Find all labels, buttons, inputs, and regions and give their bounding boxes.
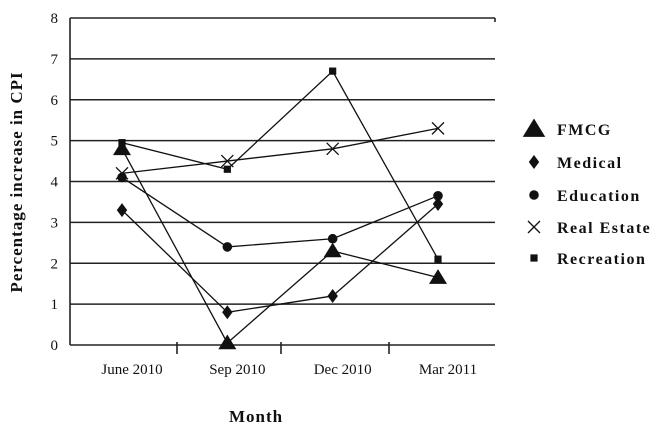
- legend-label-medical: Medical: [557, 155, 623, 172]
- legend-label-education: Education: [557, 188, 641, 205]
- legend-marker-real-estate: [527, 220, 541, 234]
- series-real-estate: [115, 121, 445, 180]
- y-tick-label-1: 1: [51, 297, 59, 313]
- legend-marker-education: [529, 190, 539, 200]
- point-real-estate-4: [431, 121, 445, 135]
- legend: FMCG Medical Education Real Estate Recreatio…: [522, 118, 651, 268]
- point-real-estate-3: [326, 142, 340, 156]
- point-recreation-1: [118, 139, 126, 147]
- legend-item-fmcg: FMCG: [522, 118, 612, 139]
- y-tick-label-0: 0: [51, 338, 59, 354]
- series-fmcg: [113, 140, 447, 350]
- point-medical-2: [222, 305, 233, 320]
- y-tick-labels: 0 1 2 3 4 5 6 7 8: [51, 11, 59, 354]
- point-medical-1: [116, 203, 128, 218]
- series-group: [113, 67, 447, 350]
- y-tick-label-2: 2: [51, 256, 59, 272]
- x-axis-title: Month: [229, 407, 283, 426]
- grid: [70, 17, 495, 305]
- legend-item-medical: Medical: [528, 155, 623, 172]
- legend-label-fmcg: FMCG: [557, 122, 612, 139]
- point-fmcg-3: [323, 242, 342, 258]
- legend-item-real-estate: Real Estate: [527, 220, 651, 237]
- x-tick-labels: June 2010 Sep 2010 Dec 2010 Mar 2011: [101, 362, 477, 378]
- point-fmcg-4: [429, 269, 447, 284]
- legend-marker-medical: [528, 155, 540, 169]
- series-line-real-estate: [121, 127, 439, 174]
- series-line-recreation: [121, 70, 439, 260]
- series-line-fmcg: [121, 148, 439, 344]
- point-recreation-3: [329, 67, 337, 75]
- legend-item-education: Education: [529, 188, 641, 205]
- point-fmcg-2: [218, 334, 237, 350]
- point-education-2: [222, 242, 233, 252]
- point-recreation-4: [434, 255, 442, 263]
- y-axis-title: Percentage increase in CPI: [7, 71, 26, 292]
- legend-item-recreation: Recreation: [530, 251, 646, 268]
- legend-marker-fmcg: [522, 118, 546, 137]
- x-tick-label-4: Mar 2011: [419, 362, 477, 378]
- legend-label-real-estate: Real Estate: [557, 220, 651, 237]
- y-tick-label-7: 7: [51, 52, 59, 68]
- axes: [69, 18, 496, 354]
- point-fmcg-1: [113, 140, 131, 156]
- point-education-3: [327, 233, 338, 244]
- series-line-medical: [121, 203, 439, 313]
- x-tick-label-3: Dec 2010: [314, 362, 372, 378]
- y-tick-label-3: 3: [51, 215, 59, 231]
- point-recreation-2: [223, 165, 231, 173]
- point-medical-3: [327, 288, 338, 303]
- series-medical: [116, 196, 444, 320]
- y-tick-label-5: 5: [51, 134, 59, 150]
- point-medical-4: [432, 196, 444, 211]
- x-tick-label-1: June 2010: [101, 362, 162, 378]
- point-real-estate-1: [115, 166, 129, 180]
- series-education: [117, 172, 443, 252]
- y-tick-label-8: 8: [51, 11, 59, 27]
- series-recreation: [118, 67, 442, 263]
- y-tick-label-6: 6: [51, 93, 59, 109]
- legend-marker-recreation: [530, 254, 538, 262]
- x-tick-label-2: Sep 2010: [209, 362, 265, 378]
- legend-label-recreation: Recreation: [557, 251, 646, 268]
- point-education-4: [433, 191, 443, 201]
- y-tick-label-4: 4: [51, 175, 59, 191]
- series-line-education: [121, 176, 439, 248]
